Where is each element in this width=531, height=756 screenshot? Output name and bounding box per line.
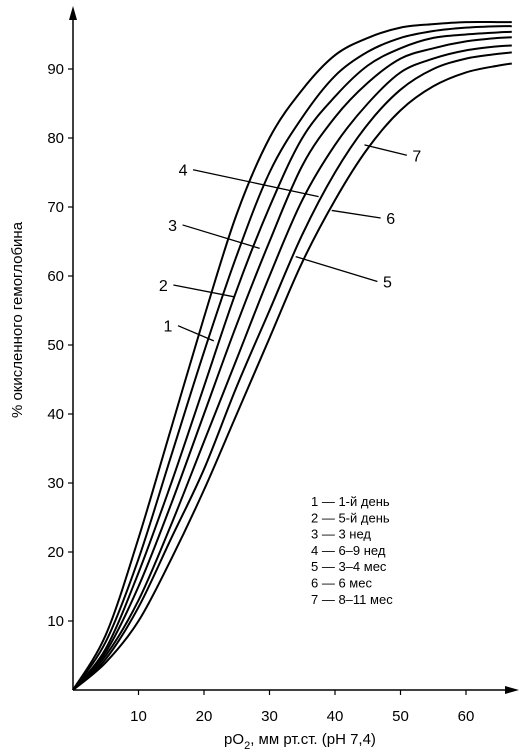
curve-label-7-leader <box>364 144 408 156</box>
y-tick-label-20: 20 <box>47 544 64 561</box>
legend-item-5: 5 — 3–4 мес <box>311 559 387 574</box>
curve-label-1: 1 <box>164 319 173 336</box>
curve-label-3: 3 <box>168 218 177 235</box>
series-2-curve <box>72 25 512 691</box>
x-tick-label-50: 50 <box>392 708 409 725</box>
x-tick-label-10: 10 <box>130 708 147 725</box>
y-axis-arrow <box>69 6 77 20</box>
series-4-curve <box>72 36 512 691</box>
legend-item-1: 1 — 1-й день <box>311 494 390 509</box>
legend-item-3: 3 — 3 нед <box>311 527 371 542</box>
curve-label-2: 2 <box>159 278 168 295</box>
curve-label-3-leader <box>182 224 260 250</box>
x-tick-label-20: 20 <box>196 708 213 725</box>
legend-item-4: 4 — 6–9 нед <box>311 543 386 558</box>
x-tick-label-60: 60 <box>458 708 475 725</box>
y-axis-label: % окисленного гемоглобина <box>9 221 26 418</box>
y-tick-label-50: 50 <box>47 337 64 354</box>
x-tick-label-40: 40 <box>327 708 344 725</box>
y-tick-label-10: 10 <box>47 613 64 630</box>
series-6-curve <box>72 51 512 691</box>
curve-label-6-leader <box>331 209 381 219</box>
ticks: 10 20 30 40 50 60 70 80 90 10 20 30 40 50 60 <box>47 61 474 725</box>
y-tick-label-80: 80 <box>47 130 64 147</box>
curve-label-1-leader <box>177 325 215 342</box>
legend-item-6: 6 — 6 мес <box>311 576 372 591</box>
axes <box>69 6 519 694</box>
x-tick-label-30: 30 <box>261 708 278 725</box>
series-5-curve <box>72 44 512 691</box>
series-1-curve <box>72 20 512 691</box>
y-tick-label-90: 90 <box>47 61 64 78</box>
legend-item-2: 2 — 5-й день <box>311 510 390 525</box>
curves <box>72 20 512 691</box>
y-tick-label-60: 60 <box>47 268 64 285</box>
series-7-curve <box>72 62 512 691</box>
curve-label-2-leader <box>173 284 234 298</box>
x-axis-label: pO2, мм рт.ст. (рН 7,4) <box>224 731 376 752</box>
curve-label-5-leader <box>295 256 378 283</box>
curve-labels: 1 2 3 4 5 6 7 <box>159 144 421 342</box>
series-3-curve <box>72 30 512 691</box>
curve-label-5: 5 <box>383 275 392 292</box>
x-axis-arrow <box>505 686 519 694</box>
y-tick-label-70: 70 <box>47 199 64 216</box>
curve-label-7: 7 <box>412 148 421 165</box>
legend-item-7: 7 — 8–11 мес <box>311 592 393 607</box>
y-tick-label-40: 40 <box>47 406 64 423</box>
y-tick-label-30: 30 <box>47 475 64 492</box>
curve-label-4: 4 <box>179 163 188 180</box>
curve-label-4-leader <box>192 169 319 198</box>
curve-label-6: 6 <box>386 211 395 228</box>
